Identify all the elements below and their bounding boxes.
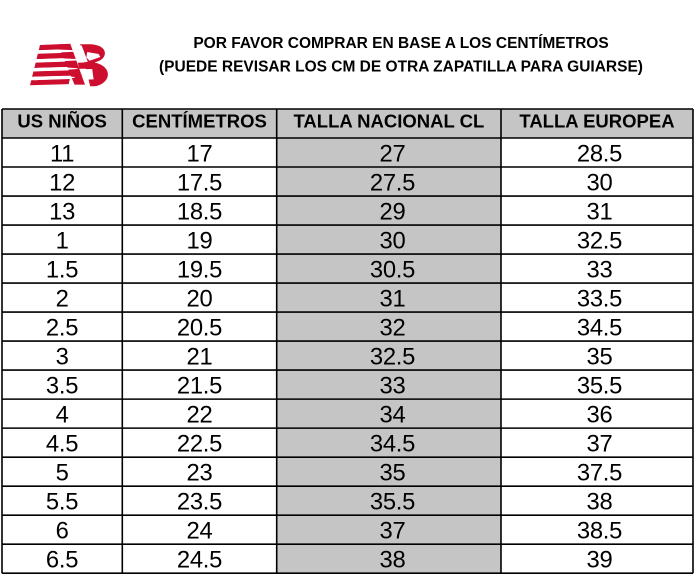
svg-text:17: 17 [187, 141, 213, 168]
svg-text:32.5: 32.5 [577, 228, 622, 255]
svg-text:4: 4 [56, 402, 69, 429]
svg-text:4.5: 4.5 [46, 431, 78, 458]
svg-text:3: 3 [56, 344, 69, 371]
svg-text:TALLA EUROPEA: TALLA EUROPEA [519, 111, 674, 132]
svg-text:21.5: 21.5 [177, 373, 222, 400]
svg-text:31: 31 [587, 199, 613, 226]
svg-text:23: 23 [187, 460, 213, 487]
svg-text:19: 19 [187, 228, 213, 255]
svg-text:32.5: 32.5 [370, 344, 415, 371]
svg-text:6.5: 6.5 [46, 547, 78, 574]
svg-text:34.5: 34.5 [370, 431, 415, 458]
svg-text:US NIÑOS: US NIÑOS [17, 111, 106, 132]
svg-text:30: 30 [380, 228, 406, 255]
svg-text:TALLA NACIONAL CL: TALLA NACIONAL CL [293, 111, 484, 132]
svg-text:33.5: 33.5 [577, 286, 622, 313]
svg-text:11: 11 [50, 141, 74, 168]
svg-text:37.5: 37.5 [577, 460, 622, 487]
svg-text:20.5: 20.5 [177, 315, 222, 342]
svg-text:29: 29 [380, 199, 406, 226]
svg-text:22.5: 22.5 [177, 431, 222, 458]
svg-text:31: 31 [380, 286, 406, 313]
svg-text:5: 5 [56, 460, 69, 487]
svg-text:30.5: 30.5 [370, 257, 415, 284]
svg-text:24.5: 24.5 [177, 547, 222, 574]
svg-text:28.5: 28.5 [577, 141, 622, 168]
svg-text:24: 24 [187, 518, 213, 545]
svg-text:13: 13 [49, 199, 75, 226]
svg-text:6: 6 [56, 518, 69, 545]
svg-text:34: 34 [380, 402, 406, 429]
svg-text:35: 35 [380, 460, 406, 487]
svg-text:21: 21 [187, 344, 213, 371]
svg-text:37: 37 [587, 431, 613, 458]
svg-text:22: 22 [187, 402, 213, 429]
svg-text:5.5: 5.5 [46, 489, 78, 516]
svg-text:23.5: 23.5 [177, 489, 222, 516]
svg-text:32: 32 [380, 315, 406, 342]
svg-text:19.5: 19.5 [177, 257, 222, 284]
svg-text:17.5: 17.5 [177, 170, 222, 197]
svg-text:POR FAVOR COMPRAR EN BASE A LO: POR FAVOR COMPRAR EN BASE A LOS CENTÍMET… [193, 35, 608, 52]
svg-text:35.5: 35.5 [577, 373, 622, 400]
svg-text:35: 35 [587, 344, 613, 371]
svg-text:18.5: 18.5 [177, 199, 222, 226]
svg-text:2.5: 2.5 [46, 315, 78, 342]
svg-text:38: 38 [587, 489, 613, 516]
svg-text:39: 39 [587, 547, 613, 574]
svg-text:36: 36 [587, 402, 613, 429]
svg-text:33: 33 [587, 257, 613, 284]
svg-text:3.5: 3.5 [46, 373, 78, 400]
svg-text:33: 33 [380, 373, 406, 400]
svg-text:CENTÍMETROS: CENTÍMETROS [132, 111, 267, 132]
svg-text:1.5: 1.5 [46, 257, 78, 284]
svg-text:38: 38 [380, 547, 406, 574]
svg-text:20: 20 [187, 286, 213, 313]
svg-text:30: 30 [587, 170, 613, 197]
svg-text:2: 2 [56, 286, 69, 313]
svg-text:27.5: 27.5 [370, 170, 415, 197]
svg-text:38.5: 38.5 [577, 518, 622, 545]
svg-text:(PUEDE REVISAR LOS CM DE OTRA: (PUEDE REVISAR LOS CM DE OTRA ZAPATILLA … [159, 58, 643, 75]
svg-text:12: 12 [49, 170, 75, 197]
svg-text:37: 37 [380, 518, 406, 545]
svg-text:34.5: 34.5 [577, 315, 622, 342]
svg-text:1: 1 [56, 228, 69, 255]
svg-text:35.5: 35.5 [370, 489, 415, 516]
svg-text:27: 27 [380, 141, 406, 168]
